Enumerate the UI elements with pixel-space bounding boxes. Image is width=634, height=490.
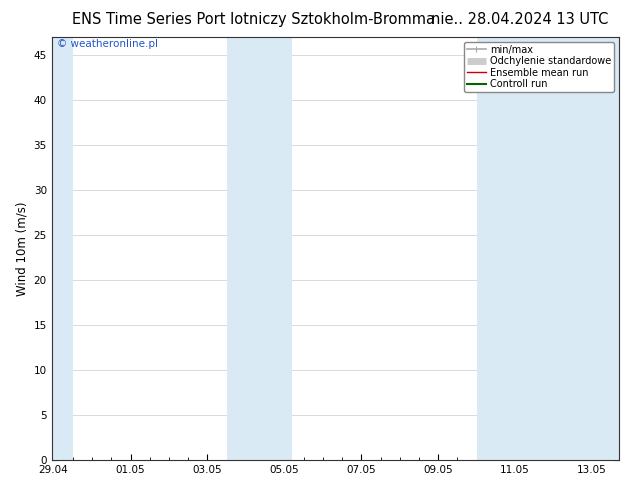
Legend: min/max, Odchylenie standardowe, Ensemble mean run, Controll run: min/max, Odchylenie standardowe, Ensembl… bbox=[463, 42, 614, 92]
Text: © weatheronline.pl: © weatheronline.pl bbox=[57, 39, 158, 49]
Bar bbox=[515, 37, 619, 460]
Bar bbox=[477, 37, 515, 460]
Bar bbox=[265, 37, 292, 460]
Bar bbox=[51, 37, 73, 460]
Text: nie.. 28.04.2024 13 UTC: nie.. 28.04.2024 13 UTC bbox=[431, 12, 609, 27]
Y-axis label: Wind 10m (m/s): Wind 10m (m/s) bbox=[15, 201, 28, 296]
Bar bbox=[227, 37, 265, 460]
Text: ENS Time Series Port lotniczy Sztokholm-Bromma: ENS Time Series Port lotniczy Sztokholm-… bbox=[72, 12, 435, 27]
